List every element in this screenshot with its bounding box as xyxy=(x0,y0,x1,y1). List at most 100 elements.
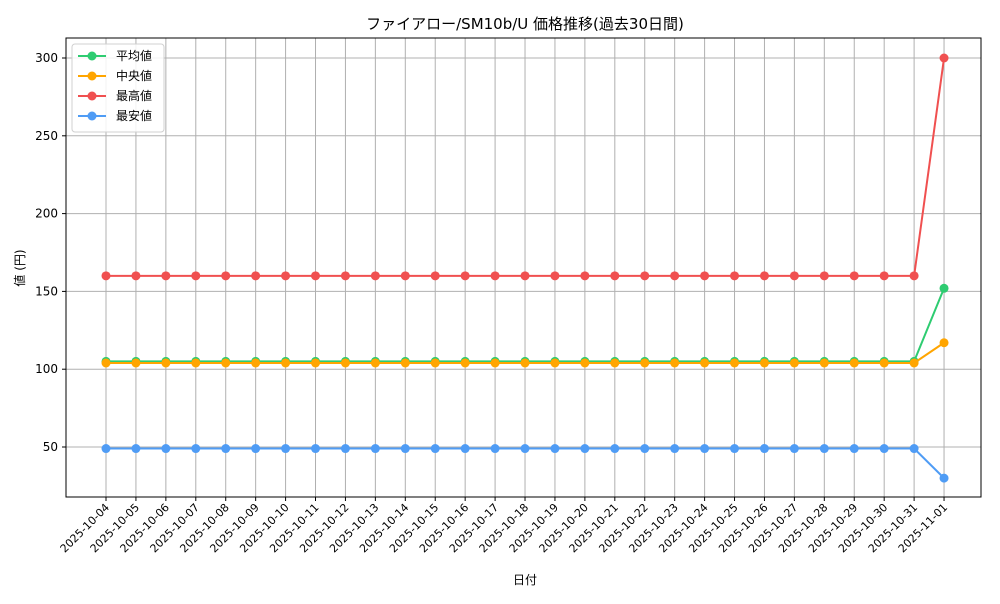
data-point xyxy=(879,358,889,368)
data-series xyxy=(101,53,949,483)
y-tick-label: 250 xyxy=(35,129,58,143)
data-point xyxy=(670,358,680,368)
chart-title: ファイアロー/SM10b/U 価格推移(過去30日間) xyxy=(366,15,684,33)
data-point xyxy=(700,358,710,368)
legend-entry: 最高値 xyxy=(116,88,152,103)
y-tick-label: 200 xyxy=(35,207,58,221)
legend-entry: 平均値 xyxy=(116,48,152,63)
data-point xyxy=(221,358,231,368)
data-point xyxy=(460,271,470,281)
data-point xyxy=(340,358,350,368)
data-point xyxy=(879,271,889,281)
data-point xyxy=(730,358,740,368)
data-point xyxy=(640,358,650,368)
data-point xyxy=(131,358,141,368)
y-tick-label: 300 xyxy=(35,51,58,65)
data-point xyxy=(700,271,710,281)
data-point xyxy=(281,271,291,281)
data-point xyxy=(759,444,769,454)
data-point xyxy=(640,271,650,281)
data-point xyxy=(789,444,799,454)
data-point xyxy=(191,358,201,368)
data-point xyxy=(251,358,261,368)
data-point xyxy=(281,358,291,368)
data-point xyxy=(670,271,680,281)
data-point xyxy=(730,271,740,281)
data-point xyxy=(909,358,919,368)
data-point xyxy=(610,444,620,454)
data-point xyxy=(939,53,949,63)
data-point xyxy=(939,473,949,483)
data-point xyxy=(580,358,590,368)
data-point xyxy=(550,358,560,368)
x-axis-ticks: 2025-10-042025-10-052025-10-062025-10-07… xyxy=(58,497,950,555)
data-point xyxy=(311,271,321,281)
data-point xyxy=(251,444,261,454)
data-point xyxy=(430,271,440,281)
data-point xyxy=(670,444,680,454)
data-point xyxy=(370,271,380,281)
y-axis-ticks: 50 100 150 200 250 300 xyxy=(35,51,66,454)
data-point xyxy=(161,358,171,368)
data-point xyxy=(939,338,949,348)
data-point xyxy=(759,271,769,281)
data-point xyxy=(580,444,590,454)
data-point xyxy=(730,444,740,454)
data-point xyxy=(909,444,919,454)
data-point xyxy=(520,444,530,454)
data-point xyxy=(430,358,440,368)
data-point xyxy=(490,271,500,281)
plot-frame xyxy=(65,37,982,498)
data-point xyxy=(311,358,321,368)
y-axis-label: 値 (円) xyxy=(12,249,27,286)
data-point xyxy=(101,358,111,368)
data-point xyxy=(610,358,620,368)
x-axis-label: 日付 xyxy=(513,573,537,587)
data-point xyxy=(520,358,530,368)
data-point xyxy=(221,444,231,454)
data-point xyxy=(400,358,410,368)
y-tick-label: 100 xyxy=(35,362,58,376)
data-point xyxy=(909,271,919,281)
data-point xyxy=(101,271,111,281)
data-point xyxy=(460,444,470,454)
data-point xyxy=(460,358,470,368)
data-point xyxy=(191,271,201,281)
data-point xyxy=(640,444,650,454)
data-point xyxy=(221,271,231,281)
data-point xyxy=(101,444,111,454)
data-point xyxy=(281,444,291,454)
data-point xyxy=(191,444,201,454)
grid-lines xyxy=(66,38,981,497)
data-point xyxy=(700,444,710,454)
data-point xyxy=(819,271,829,281)
data-point xyxy=(550,444,560,454)
data-point xyxy=(131,444,141,454)
data-point xyxy=(789,358,799,368)
data-point xyxy=(490,358,500,368)
data-point xyxy=(939,283,949,293)
data-point xyxy=(370,444,380,454)
data-point xyxy=(340,444,350,454)
data-point xyxy=(131,271,141,281)
y-tick-label: 50 xyxy=(43,440,58,454)
data-point xyxy=(400,271,410,281)
data-point xyxy=(849,358,859,368)
data-point xyxy=(370,358,380,368)
data-point xyxy=(251,271,261,281)
data-point xyxy=(550,271,560,281)
data-point xyxy=(849,271,859,281)
data-point xyxy=(400,444,410,454)
data-point xyxy=(430,444,440,454)
data-point xyxy=(580,271,590,281)
data-point xyxy=(340,271,350,281)
y-tick-label: 150 xyxy=(35,284,58,298)
data-point xyxy=(490,444,500,454)
legend-entry: 最安値 xyxy=(116,108,152,123)
legend-entry: 中央値 xyxy=(116,68,152,83)
data-point xyxy=(161,444,171,454)
data-point xyxy=(849,444,859,454)
data-point xyxy=(819,358,829,368)
